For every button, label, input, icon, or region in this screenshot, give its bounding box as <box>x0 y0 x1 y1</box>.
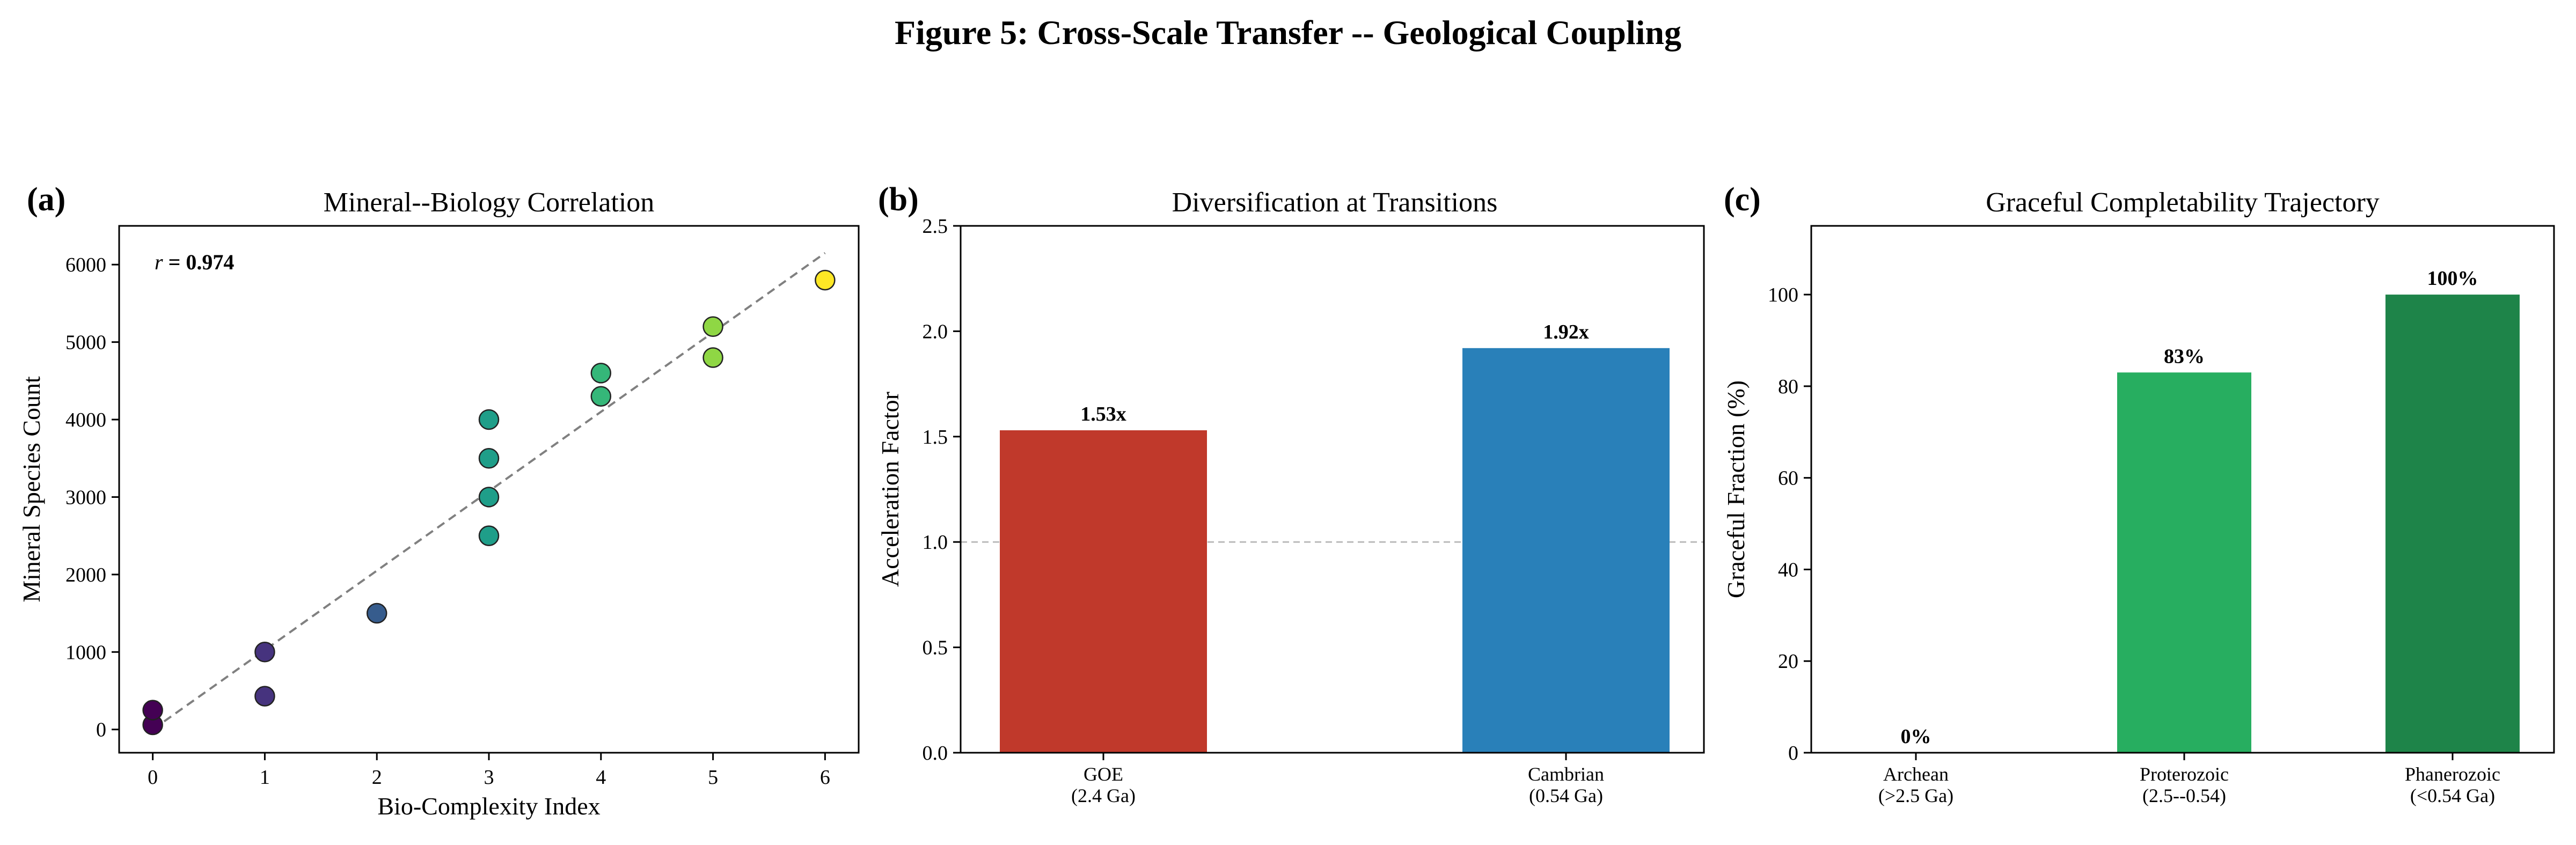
bar-value-label: 83% <box>2164 345 2205 368</box>
panel-a-plot-area: 0 1 2 3 4 5 6 0 1000 2000 3000 4000 5000 6000 <box>65 252 836 789</box>
x-tick-sublabel: (0.54 Ga) <box>1529 785 1603 806</box>
scatter-point <box>254 686 275 707</box>
x-tick-label: Cambrian <box>1528 763 1604 785</box>
x-tick-sublabel: (<0.54 Ga) <box>2410 785 2495 806</box>
y-tick-label: 3000 <box>65 486 106 509</box>
panel-a-label: (a) <box>27 181 65 218</box>
scatter-point <box>702 316 723 337</box>
panel-c-label: (c) <box>1724 181 1761 218</box>
x-tick-label: Phanerozoic <box>2405 763 2500 785</box>
y-tick-label: 60 <box>1778 467 1798 490</box>
panel-c-title: Graceful Completability Trajectory <box>1986 187 2380 218</box>
y-tick-label: 0.5 <box>923 637 948 659</box>
panel-a-title: Mineral--Biology Correlation <box>324 187 655 218</box>
panel-c-ylabel: Graceful Fraction (%) <box>1722 380 1750 598</box>
panel-b: (b) Diversification at Transitions 0.00.… <box>876 181 1705 806</box>
x-tick-label: 0 <box>148 766 158 789</box>
scatter-point <box>478 447 500 469</box>
panel-a-ylabel: Mineral Species Count <box>18 376 45 602</box>
panel-a: (a) Mineral--Biology Correlation 0 1 2 3 4 5 6… <box>18 181 860 820</box>
x-tick-label: Proterozoic <box>2140 763 2229 785</box>
y-tick-label: 6000 <box>65 254 106 276</box>
panel-b-label: (b) <box>878 181 919 218</box>
y-tick-label: 100 <box>1768 284 1798 306</box>
panel-b-frame <box>960 225 1705 754</box>
panel-b-title: Diversification at Transitions <box>1172 187 1498 218</box>
y-tick-label: 1.0 <box>923 531 948 554</box>
panel-c-frame <box>1810 225 2555 754</box>
scatter-point <box>590 386 612 407</box>
panel-c: (c) Graceful Completability Trajectory 0… <box>1722 181 2555 806</box>
x-tick-label: 1 <box>260 766 270 789</box>
x-tick-label: 4 <box>596 766 606 789</box>
x-tick-label: 3 <box>484 766 494 789</box>
bar <box>1462 348 1670 753</box>
scatter-point <box>702 347 723 368</box>
y-tick-label: 1.5 <box>923 426 948 449</box>
y-tick-label: 0.0 <box>923 742 948 765</box>
bar <box>2117 372 2251 753</box>
scatter-point <box>478 487 500 508</box>
y-tick-label: 80 <box>1778 376 1798 398</box>
bar-value-label: 0% <box>1901 725 1931 748</box>
y-tick-label: 2000 <box>65 564 106 586</box>
panel-c-plot-area: 0 20 40 60 80 100 0% Archean(>2.5 Ga) 83% Protero… <box>1768 267 2520 806</box>
x-tick-sublabel: (2.5--0.54) <box>2142 785 2226 806</box>
scatter-point <box>815 269 836 291</box>
x-tick-label: 6 <box>820 766 830 789</box>
scatter-point <box>478 525 500 546</box>
y-tick-label: 20 <box>1778 650 1798 673</box>
x-tick-label: GOE <box>1084 763 1123 785</box>
x-tick-sublabel: (>2.5 Ga) <box>1878 785 1953 806</box>
correlation-annotation: r = 0.974 <box>155 250 234 274</box>
correlation-value: = 0.974 <box>163 250 235 274</box>
x-tick-label: 5 <box>708 766 718 789</box>
x-tick-sublabel: (2.4 Ga) <box>1071 785 1136 806</box>
bar-value-label: 1.53x <box>1080 403 1126 425</box>
panel-a-frame <box>118 225 860 754</box>
y-tick-label: 0 <box>96 719 106 741</box>
x-tick-label: Archean <box>1883 763 1949 785</box>
y-tick-label: 5000 <box>65 332 106 354</box>
scatter-point <box>366 602 387 624</box>
bar-value-label: 1.92x <box>1543 321 1589 343</box>
x-tick-label: 2 <box>372 766 382 789</box>
bar <box>2385 295 2520 753</box>
figure-title: Figure 5: Cross-Scale Transfer -- Geolog… <box>895 13 1681 52</box>
correlation-symbol: r <box>155 250 163 274</box>
y-tick-label: 1000 <box>65 641 106 664</box>
bar <box>1000 430 1207 753</box>
panel-b-ylabel: Acceleration Factor <box>876 392 904 587</box>
scatter-point <box>142 700 163 721</box>
y-tick-label: 2.0 <box>923 320 948 343</box>
scatter-point <box>478 409 500 430</box>
panel-a-xlabel: Bio-Complexity Index <box>377 792 600 820</box>
scatter-point <box>590 363 612 384</box>
y-tick-label: 4000 <box>65 409 106 431</box>
y-tick-label: 2.5 <box>923 215 948 238</box>
y-tick-label: 40 <box>1778 559 1798 581</box>
scatter-point <box>254 642 275 663</box>
panel-b-plot-area: 0.0 0.5 1.0 1.5 2.0 2.5 1.53x GOE(2.4 Ga) 1.92x C… <box>923 215 1704 806</box>
y-tick-label: 0 <box>1788 742 1798 765</box>
bar-value-label: 100% <box>2427 267 2478 290</box>
